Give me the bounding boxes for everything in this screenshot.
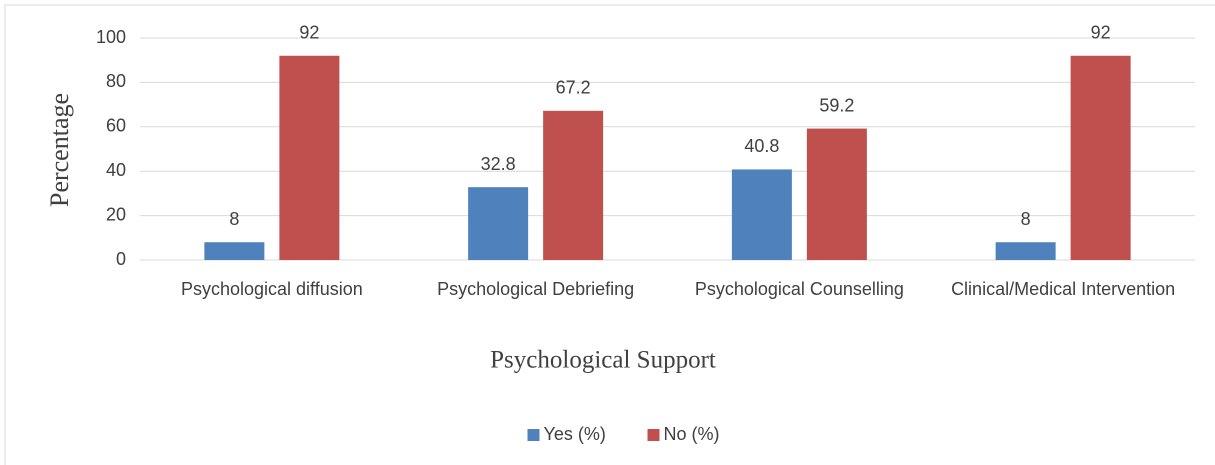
bar: [204, 242, 265, 260]
y-tick-label: 20: [106, 204, 126, 224]
data-label: 67.2: [556, 78, 591, 98]
data-label: 8: [229, 209, 239, 229]
data-label: 8: [1021, 209, 1031, 229]
data-label: 32.8: [481, 154, 516, 174]
legend-label: No (%): [664, 424, 720, 444]
x-axis-title: Psychological Support: [490, 347, 716, 374]
chart-border: [4, 4, 1215, 465]
x-tick-label: Psychological Debriefing: [437, 279, 635, 299]
bar: [731, 169, 792, 260]
data-label: 92: [299, 23, 319, 43]
data-label: 59.2: [819, 95, 854, 115]
bar: [543, 110, 604, 260]
data-label: 92: [1091, 23, 1111, 43]
bar: [806, 128, 867, 260]
legend-label: Yes (%): [544, 424, 606, 444]
bar: [468, 187, 529, 260]
y-tick-label: 60: [106, 116, 126, 136]
x-tick-label: Clinical/Medical Intervention: [951, 279, 1176, 299]
bar: [1070, 55, 1131, 261]
y-tick-label: 80: [106, 71, 126, 91]
legend-swatch: [647, 429, 660, 441]
y-tick-label: 40: [106, 160, 126, 180]
y-tick-label: 100: [96, 27, 126, 47]
x-tick-label: Psychological Counselling: [694, 279, 904, 299]
bar: [279, 55, 340, 261]
bar: [995, 242, 1056, 260]
legend-swatch: [527, 429, 540, 441]
x-tick-label: Psychological diffusion: [180, 279, 363, 299]
y-tick-label: 0: [116, 249, 126, 269]
data-label: 40.8: [744, 136, 779, 156]
y-axis-title: Percentage: [45, 93, 74, 207]
